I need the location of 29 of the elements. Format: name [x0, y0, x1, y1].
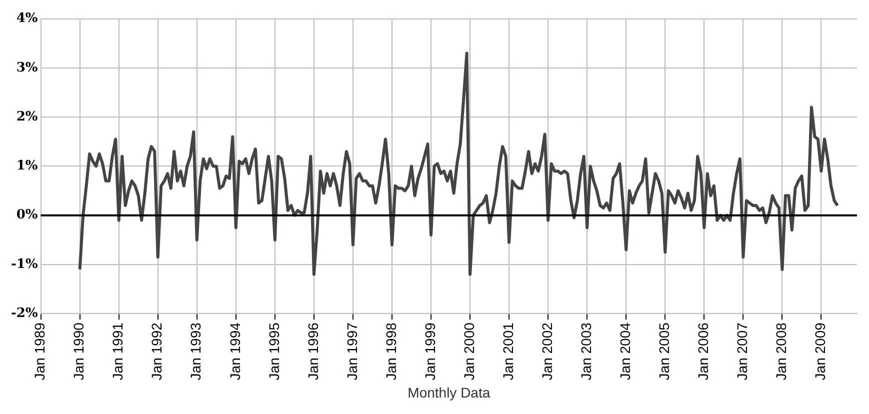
- x-tick-label: Jan 2003: [578, 322, 594, 380]
- x-tick-label: Jan 1994: [226, 322, 243, 380]
- y-tick-label: 2%: [16, 109, 38, 124]
- x-tick-label: Jan 2007: [734, 322, 750, 380]
- x-tick-label: Jan 2009: [812, 322, 828, 380]
- x-tick-label: Jan 1996: [304, 322, 321, 380]
- y-tick-label: -2%: [10, 306, 38, 321]
- x-tick-label: Jan 1999: [422, 322, 438, 380]
- x-tick-label: Jan 1989: [32, 322, 48, 380]
- y-tick-label: 0%: [16, 208, 38, 223]
- x-tick-label: Jan 2006: [695, 322, 712, 380]
- y-tick-label: 4%: [16, 11, 38, 26]
- x-tick-label: Jan 1993: [188, 322, 204, 380]
- x-tick-label: Jan 1992: [148, 322, 165, 380]
- x-tick-label: Jan 2000: [460, 322, 477, 380]
- y-tick-label: 3%: [16, 60, 38, 76]
- y-tick-label: 1%: [16, 158, 38, 174]
- x-tick-label: Jan 2008: [773, 322, 790, 380]
- x-tick-label: Jan 1995: [266, 322, 282, 380]
- x-tick-label: Jan 2005: [656, 322, 672, 380]
- x-tick-label: Jan 2004: [616, 322, 633, 380]
- x-axis-title: Monthly Data: [408, 384, 490, 400]
- x-tick-label: Jan 2001: [500, 322, 516, 380]
- x-tick-label: Jan 1991: [110, 322, 126, 380]
- x-tick-label: Jan 1997: [344, 322, 360, 380]
- x-tick-label: Jan 1990: [70, 322, 87, 380]
- x-tick-label: Jan 1998: [382, 322, 399, 380]
- x-tick-label: Jan 2002: [538, 322, 555, 380]
- y-tick-label: -1%: [10, 256, 38, 272]
